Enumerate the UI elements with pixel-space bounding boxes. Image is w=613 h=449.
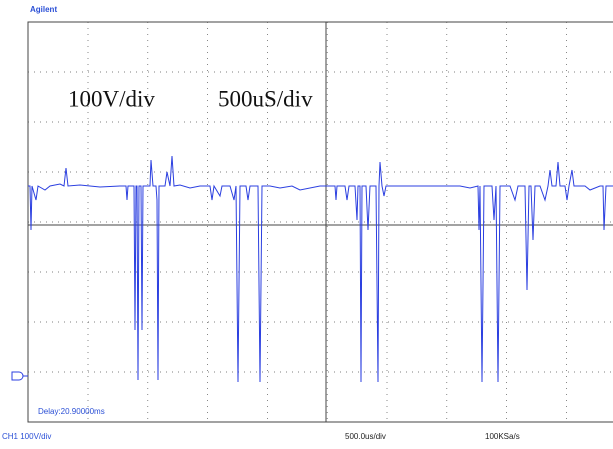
ground-icon bbox=[11, 371, 24, 381]
waveform bbox=[28, 155, 613, 383]
volts-annotation: 100V/div bbox=[68, 86, 155, 111]
channel: CH1 100V/div bbox=[2, 432, 51, 441]
brand: Agilent bbox=[30, 5, 57, 14]
ground-marker bbox=[11, 371, 28, 381]
timebase: 500.0us/div bbox=[345, 432, 386, 441]
time-annotation: 500uS/div bbox=[218, 86, 313, 111]
sample-rate: 100KSa/s bbox=[485, 432, 520, 441]
graticule bbox=[27, 21, 613, 423]
vertical-grid bbox=[87, 22, 567, 422]
delay: Delay:20.90000ms bbox=[38, 407, 105, 416]
